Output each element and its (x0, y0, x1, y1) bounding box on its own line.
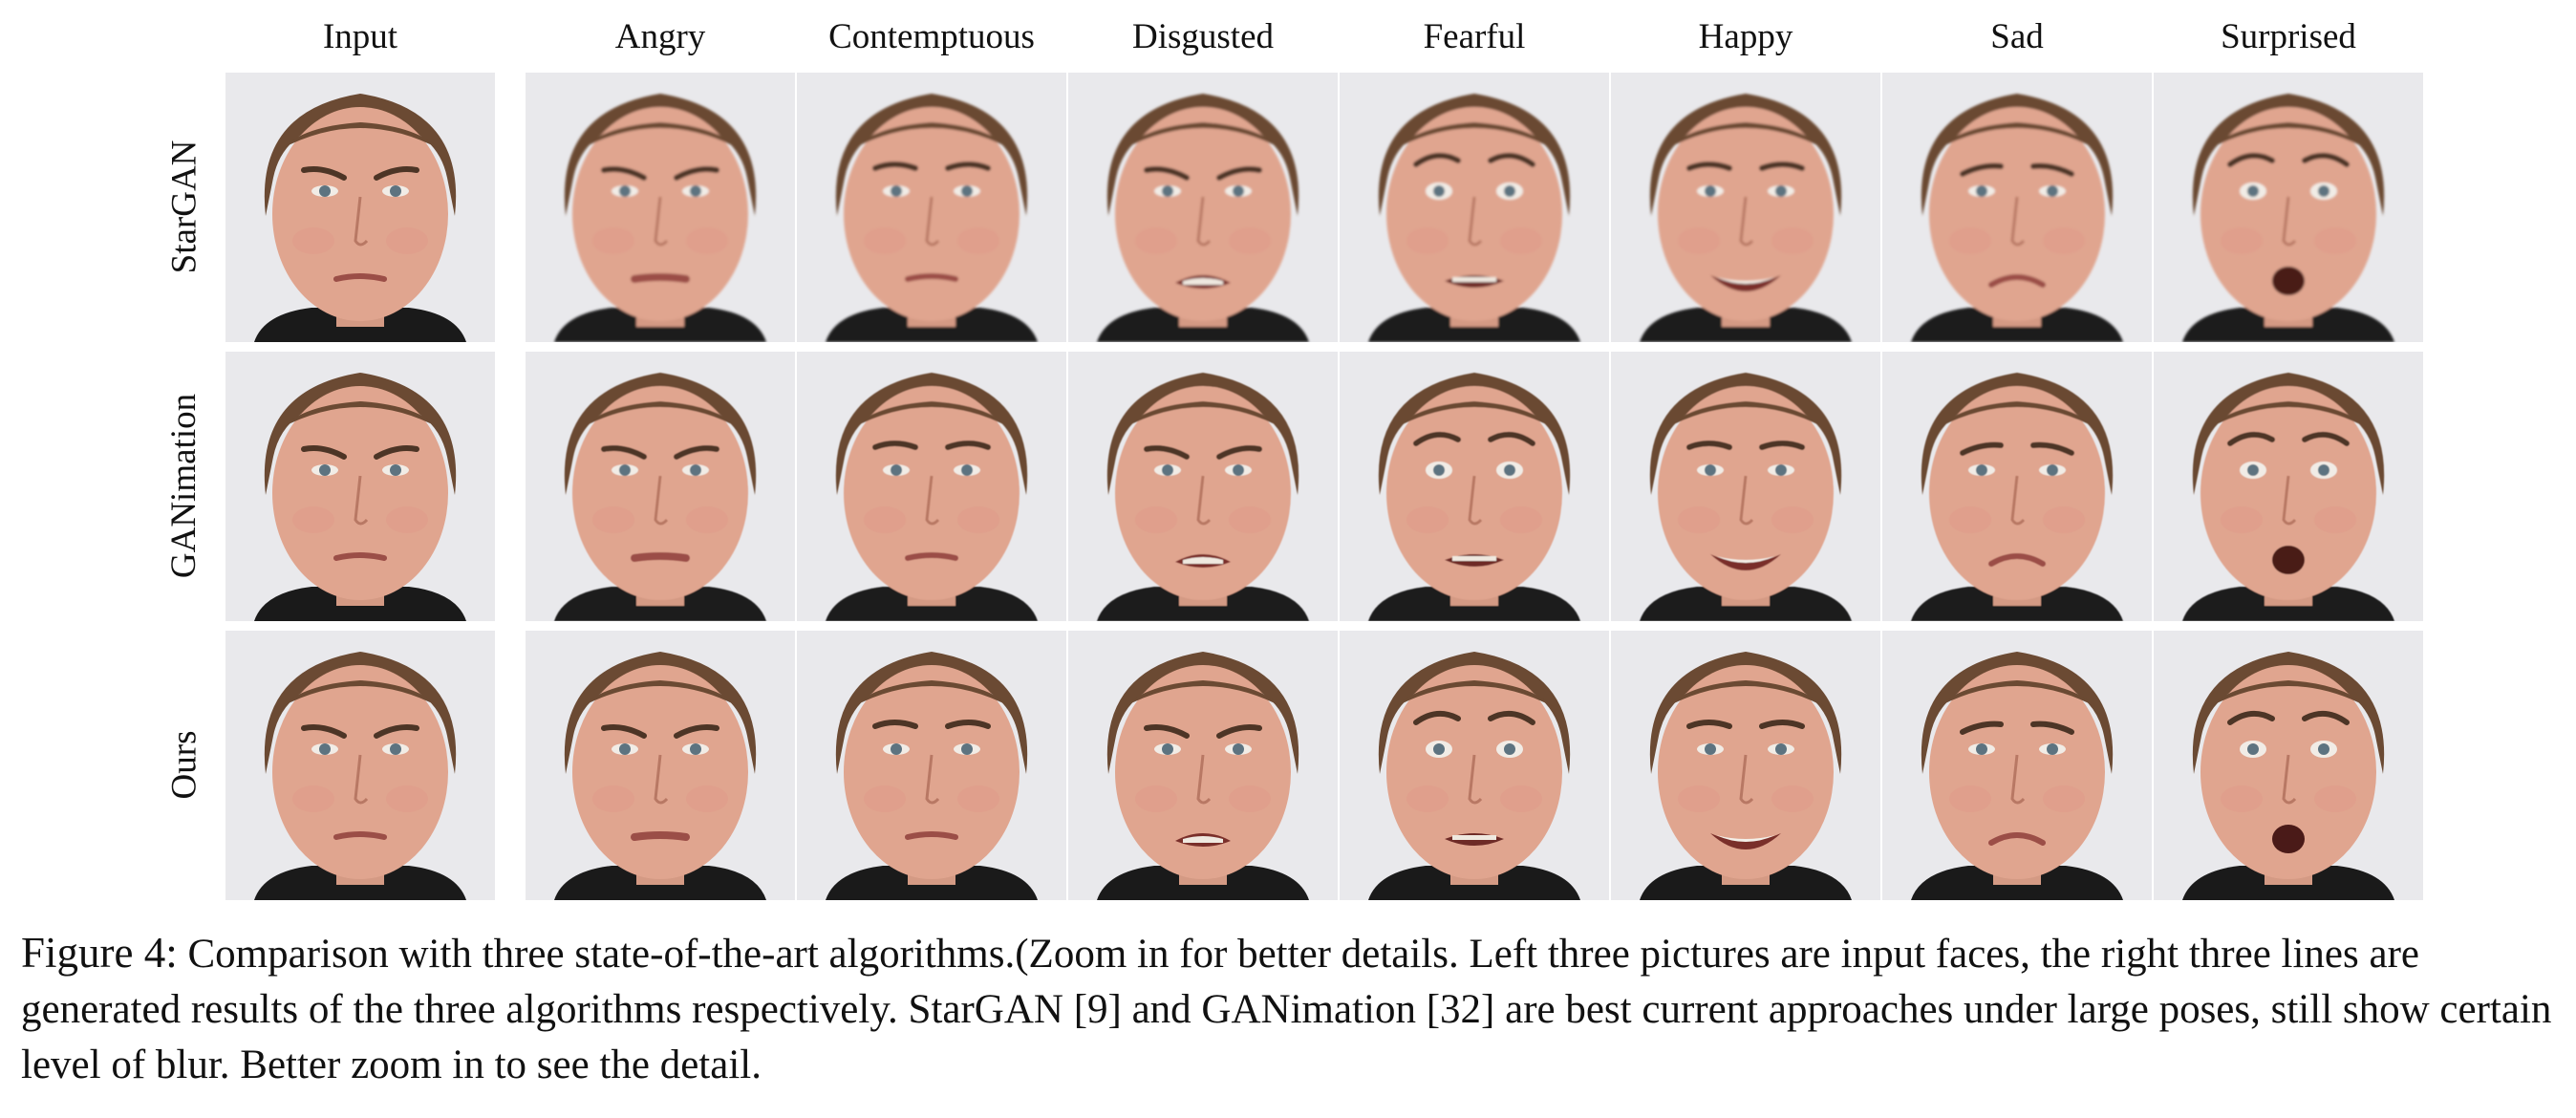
face-image-stargan-happy (1611, 73, 1880, 342)
face-image-ganimation-fearful (1340, 352, 1609, 621)
face-image-ganimation-input (225, 352, 495, 621)
caption-label: Figure 4: (21, 929, 178, 977)
face-image-ours-fearful (1340, 631, 1609, 900)
col-header-contemptuous: Contemptuous (828, 17, 1035, 56)
face-image-stargan-disgusted (1068, 73, 1338, 342)
face-image-stargan-contemptuous (797, 73, 1066, 342)
face-image-ganimation-disgusted (1068, 352, 1338, 621)
col-header-sad: Sad (1990, 17, 2044, 56)
face-image-ours-surprised (2154, 631, 2423, 900)
col-header-fearful: Fearful (1423, 17, 1526, 56)
col-header-angry: Angry (614, 17, 706, 56)
face-image-stargan-sad (1882, 73, 2152, 342)
face-image-ours-angry (526, 631, 795, 900)
face-image-ganimation-happy (1611, 352, 1880, 621)
col-header-disgusted: Disgusted (1132, 17, 1274, 56)
face-image-ours-sad (1882, 631, 2152, 900)
face-image-ganimation-sad (1882, 352, 2152, 621)
face-image-ours-disgusted (1068, 631, 1338, 900)
face-image-ganimation-contemptuous (797, 352, 1066, 621)
figure-caption: Figure 4: Comparison with three state-of… (21, 925, 2555, 1093)
row-label-ours: Ours (164, 730, 204, 799)
face-image-ours-input (225, 631, 495, 900)
face-image-stargan-surprised (2154, 73, 2423, 342)
face-image-stargan-input (225, 73, 495, 342)
col-header-surprised: Surprised (2221, 17, 2356, 56)
face-image-ganimation-angry (526, 352, 795, 621)
col-header-input: Input (322, 17, 398, 56)
face-image-stargan-fearful (1340, 73, 1609, 342)
col-header-happy: Happy (1698, 17, 1793, 56)
face-image-ours-contemptuous (797, 631, 1066, 900)
face-image-ours-happy (1611, 631, 1880, 900)
face-image-ganimation-surprised (2154, 352, 2423, 621)
caption-text: Comparison with three state-of-the-art a… (21, 932, 2552, 1087)
face-image-stargan-angry (526, 73, 795, 342)
row-label-ganimation: GANimation (164, 393, 204, 578)
row-label-stargan: StarGAN (164, 140, 204, 273)
